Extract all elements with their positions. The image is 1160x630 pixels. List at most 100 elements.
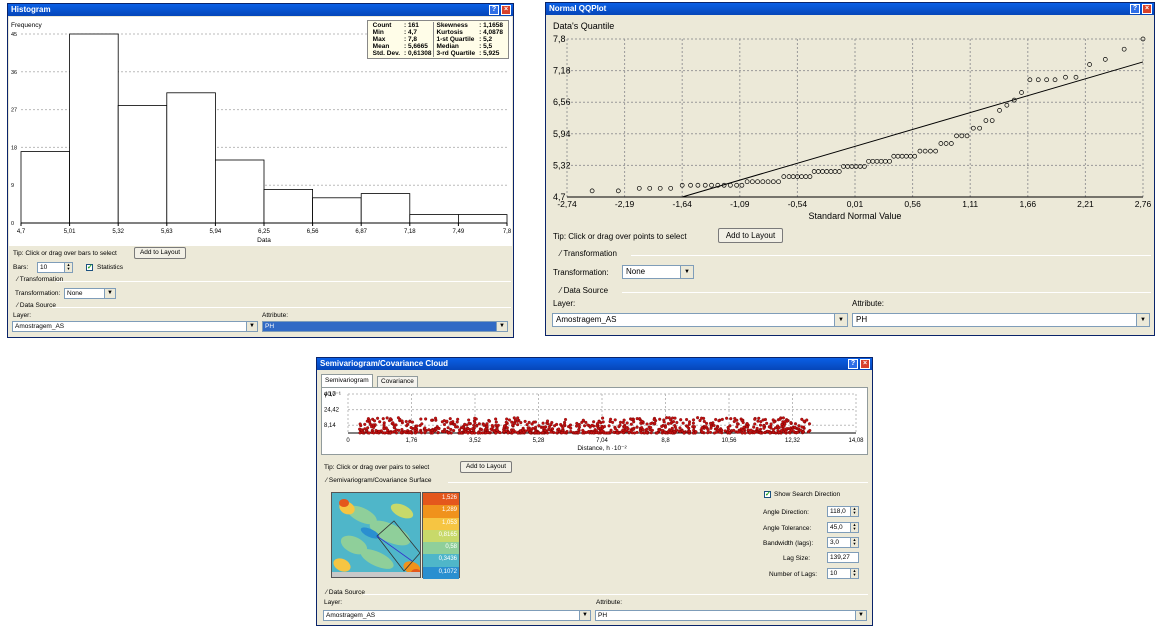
cloud-point xyxy=(594,431,598,435)
chevron-down-icon[interactable]: ▼ xyxy=(855,611,866,620)
x-tick-label: 6,25 xyxy=(258,229,270,235)
stepper-arrows-icon[interactable]: ▲ ▼ xyxy=(64,263,72,272)
add-to-layout-button[interactable]: Add to Layout xyxy=(460,461,512,473)
semivariogram-surface-map[interactable] xyxy=(331,492,421,578)
cloud-point xyxy=(584,420,588,424)
x-tick-label: 7,49 xyxy=(453,229,465,235)
qq-point xyxy=(977,125,982,131)
cloud-point xyxy=(494,417,498,421)
cloud-point xyxy=(449,427,453,431)
statistics-cell: Max xyxy=(372,36,386,43)
layer-dropdown[interactable]: Amostragem_AS ▼ xyxy=(552,313,848,327)
cloud-point xyxy=(534,430,538,434)
tab-semivariogram[interactable]: Semivariogram xyxy=(321,374,373,387)
close-icon[interactable]: × xyxy=(501,5,511,15)
cloud-point xyxy=(625,421,629,425)
semivariogram-chart[interactable]: γ·10⁻¹ 8,14 24,42 40,7 0 1,76 3,52 5,28 7,04 8,8 1… xyxy=(322,388,867,454)
x-tick-label: 4,7 xyxy=(17,229,26,235)
angle-direction-stepper[interactable]: 118,0 ▲ ▼ xyxy=(827,506,859,517)
cloud-point xyxy=(409,426,413,430)
histogram-titlebar[interactable]: Histogram ? × xyxy=(8,4,513,16)
transformation-dropdown[interactable]: None ▼ xyxy=(64,288,116,299)
attribute-dropdown[interactable]: PH ▼ xyxy=(595,610,867,621)
layer-dropdown[interactable]: Amostragem_AS ▼ xyxy=(323,610,591,621)
cloud-point xyxy=(663,425,667,429)
add-to-layout-button[interactable]: Add to Layout xyxy=(718,228,783,243)
statistics-row: Mean: 5,6665 Median: 5,5 xyxy=(371,43,505,50)
qqplot-titlebar[interactable]: Normal QQPlot ? × xyxy=(546,3,1154,15)
surface-blob xyxy=(369,520,411,546)
cloud-point xyxy=(457,431,462,435)
lag-size-input[interactable]: 139,27 xyxy=(827,552,859,563)
attribute-dropdown[interactable]: PH ▼ xyxy=(852,313,1150,327)
cloud-point xyxy=(801,430,805,434)
cloud-point xyxy=(404,419,408,424)
cloud-point xyxy=(706,431,710,435)
cloud-point xyxy=(472,423,476,427)
y-tick-label: 18 xyxy=(11,145,17,151)
qq-point xyxy=(709,182,714,188)
angle-tolerance-stepper[interactable]: 45,0 ▲ ▼ xyxy=(827,522,859,533)
histogram-chart[interactable]: Frequency 0 9 18 27 36 45 4,7 5,01 5,32 5,63 5,94 6,… xyxy=(9,17,512,246)
qqplot-chart[interactable]: Data's Quantile 4,7 5,32 5,94 6,56 7,18 7,8 -2,… xyxy=(547,19,1153,229)
cloud-point xyxy=(358,427,362,431)
cloud-point xyxy=(667,416,671,420)
qq-point xyxy=(908,153,913,159)
help-icon[interactable]: ? xyxy=(848,359,858,369)
chevron-down-icon[interactable]: ▼ xyxy=(104,289,115,298)
bandwidth-stepper[interactable]: 3,0 ▲ ▼ xyxy=(827,537,859,548)
cloud-point xyxy=(526,428,530,432)
cloud-point xyxy=(613,418,617,422)
cloud-point xyxy=(600,429,604,433)
chevron-down-icon[interactable]: ▼ xyxy=(680,266,693,278)
statistics-cell: : 161 xyxy=(402,22,435,29)
help-icon[interactable]: ? xyxy=(489,5,499,15)
cloud-point xyxy=(700,426,704,430)
cloud-point xyxy=(793,425,797,429)
bars-stepper[interactable]: 10 ▲ ▼ xyxy=(37,262,73,273)
attribute-dropdown[interactable]: PH ▼ xyxy=(262,321,508,332)
layer-dropdown[interactable]: Amostragem_AS ▼ xyxy=(12,321,258,332)
qq-point xyxy=(895,153,901,159)
qq-point xyxy=(811,169,817,174)
data-source-separator xyxy=(363,594,868,595)
chevron-down-icon[interactable]: ▼ xyxy=(834,314,847,326)
cloud-point xyxy=(641,428,645,432)
stepper-arrows-icon[interactable]: ▲ ▼ xyxy=(850,538,858,547)
x-tick-label: 12,32 xyxy=(785,438,801,444)
qq-point xyxy=(807,174,813,179)
cloud-point xyxy=(655,431,659,435)
cloud-point xyxy=(363,422,367,426)
add-to-layout-button[interactable]: Add to Layout xyxy=(134,247,186,259)
chevron-down-icon[interactable]: ▼ xyxy=(246,322,257,331)
cloud-point xyxy=(463,422,467,426)
stepper-arrows-icon[interactable]: ▲ ▼ xyxy=(850,569,858,578)
cloud-point xyxy=(549,423,553,427)
cloud-point xyxy=(596,426,600,430)
chevron-down-icon[interactable]: ▼ xyxy=(1136,314,1149,326)
cloud-point xyxy=(486,431,490,435)
semivariogram-titlebar[interactable]: Semivariogram/Covariance Cloud ? × xyxy=(317,358,872,370)
close-icon[interactable]: × xyxy=(860,359,870,369)
number-of-lags-stepper[interactable]: 10 ▲ ▼ xyxy=(827,568,859,579)
show-search-direction-checkbox[interactable]: ✓ xyxy=(764,491,771,498)
cloud-point xyxy=(582,424,587,428)
statistics-checkbox[interactable]: ✓ xyxy=(86,264,93,271)
chevron-down-icon[interactable]: ▼ xyxy=(579,611,590,620)
cloud-point xyxy=(522,430,526,434)
cloud-point xyxy=(649,422,653,426)
cloud-point xyxy=(396,416,400,420)
chevron-down-icon[interactable]: ▼ xyxy=(496,322,507,331)
transformation-dropdown[interactable]: None ▼ xyxy=(622,265,694,279)
close-icon[interactable]: × xyxy=(1142,4,1152,14)
cloud-point xyxy=(574,424,579,428)
cloud-point xyxy=(494,420,498,424)
help-icon[interactable]: ? xyxy=(1130,4,1140,14)
cloud-point xyxy=(762,426,766,430)
cloud-point xyxy=(442,419,446,423)
stepper-arrows-icon[interactable]: ▲ ▼ xyxy=(850,523,858,532)
cloud-point xyxy=(478,431,483,435)
tab-covariance[interactable]: Covariance xyxy=(377,376,418,387)
cloud-point xyxy=(377,429,381,433)
stepper-arrows-icon[interactable]: ▲ ▼ xyxy=(850,507,858,516)
